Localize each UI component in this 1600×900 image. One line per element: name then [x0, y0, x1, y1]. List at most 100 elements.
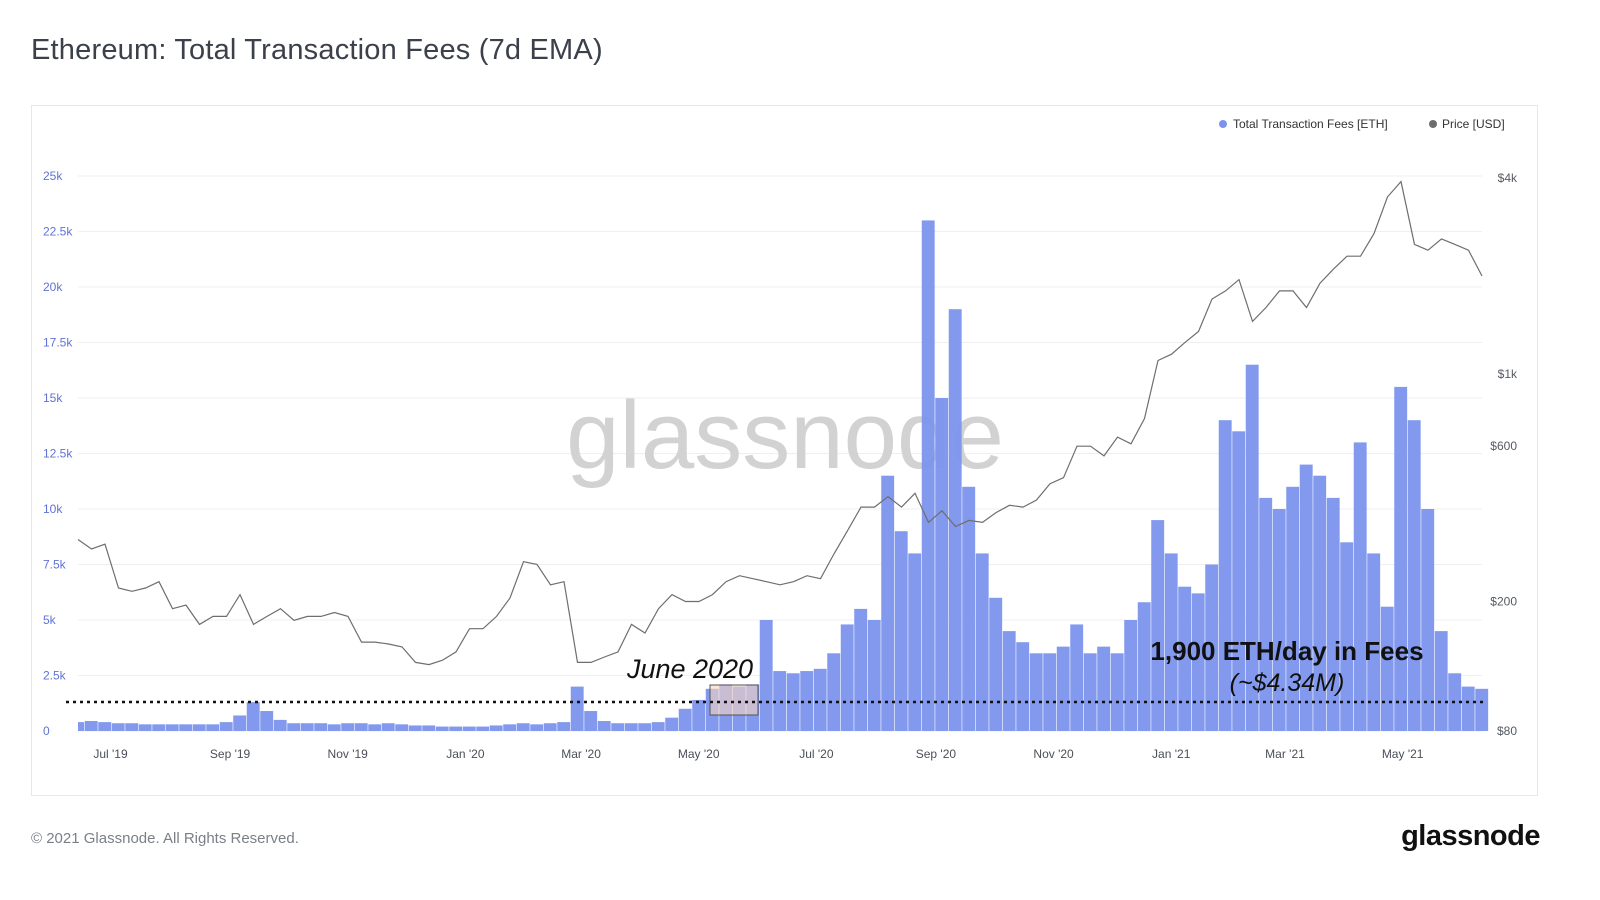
fee-bar: [908, 553, 922, 731]
fee-bar: [1070, 624, 1084, 731]
fee-bar: [611, 723, 625, 731]
fee-bar: [1232, 431, 1246, 731]
fee-bar: [1394, 386, 1408, 731]
fee-bar: [962, 486, 976, 731]
fee-bar: [773, 671, 787, 731]
fee-bar: [1178, 586, 1192, 731]
y-left-tick-label: 12.5k: [43, 447, 73, 461]
fee-bar: [206, 724, 220, 731]
fee-bar: [1218, 420, 1232, 731]
fee-bar: [1461, 686, 1475, 731]
fee-bar: [1259, 497, 1273, 731]
fee-bars: [78, 220, 1489, 731]
glassnode-logo[interactable]: glassnode: [1401, 820, 1540, 852]
fee-bar: [1326, 497, 1340, 731]
footer-copyright: © 2021 Glassnode. All Rights Reserved.: [31, 830, 299, 847]
fee-bar: [125, 723, 139, 731]
fee-bar: [233, 715, 247, 731]
june-2020-label: June 2020: [626, 654, 753, 684]
fee-bar: [935, 398, 949, 731]
fee-bar: [219, 722, 233, 731]
x-tick-label: Mar '20: [561, 747, 601, 761]
fee-bar: [1340, 542, 1354, 731]
legend-fees-label[interactable]: Total Transaction Fees [ETH]: [1233, 117, 1388, 131]
y-left-tick-label: 10k: [43, 502, 63, 516]
y-left-tick-label: 2.5k: [43, 669, 67, 683]
fee-bar: [165, 724, 179, 731]
y-right-tick-label: $600: [1490, 439, 1517, 453]
fee-bar: [327, 724, 341, 731]
fee-bar: [341, 723, 355, 731]
y-left-tick-label: 15k: [43, 391, 63, 405]
fee-bar: [516, 723, 530, 731]
fee-bar: [354, 723, 368, 731]
fee-bar: [476, 726, 490, 731]
fee-bar: [273, 719, 287, 731]
legend-price-label[interactable]: Price [USD]: [1442, 117, 1505, 131]
fee-bar: [449, 726, 463, 731]
fee-bar: [651, 722, 665, 731]
x-tick-label: May '21: [1382, 747, 1424, 761]
fee-bar: [867, 620, 881, 731]
fee-bar: [435, 726, 449, 731]
y-left-tick-label: 25k: [43, 169, 63, 183]
fee-bar: [111, 723, 125, 731]
fee-bar: [1367, 553, 1381, 731]
fee-bar: [1380, 606, 1394, 731]
fee-bar: [584, 711, 598, 731]
fee-bar: [881, 475, 895, 731]
fee-bar: [503, 724, 517, 731]
y-left-tick-label: 22.5k: [43, 225, 73, 239]
fee-bar: [462, 726, 476, 731]
chart-panel: [31, 105, 1538, 796]
fee-bar: [381, 723, 395, 731]
fee-bar: [98, 722, 112, 731]
fee-bar: [179, 724, 193, 731]
legend-fees-marker: [1219, 120, 1227, 128]
fee-bar: [1056, 646, 1070, 731]
y-right-tick-label: $4k: [1498, 171, 1518, 185]
fee-bar: [813, 668, 827, 731]
fee-bar: [827, 653, 841, 731]
fee-bar: [543, 723, 557, 731]
fee-bar: [368, 724, 382, 731]
fee-bar: [854, 608, 868, 731]
fee-bar: [1353, 442, 1367, 731]
fee-bar: [152, 724, 166, 731]
fee-bar: [395, 724, 409, 731]
fee-bar: [800, 671, 814, 731]
fee-bar: [557, 722, 571, 731]
fee-bar: [638, 723, 652, 731]
x-tick-label: Sep '19: [210, 747, 251, 761]
fee-bar: [138, 724, 152, 731]
legend: Total Transaction Fees [ETH] Price [USD]: [1219, 117, 1505, 131]
x-tick-label: Jul '19: [93, 747, 128, 761]
y-axis-left: 0 2.5k 5k 7.5k 10k 12.5k 15k 17.5k 20k 22.5k 25k: [43, 169, 73, 738]
fee-bar: [1272, 509, 1286, 731]
reference-line-label: 1,900 ETH/day in Fees: [1150, 636, 1423, 666]
fee-bar: [975, 553, 989, 731]
fee-bar: [1421, 509, 1435, 731]
fee-bar: [1151, 520, 1165, 731]
y-axis-right: $80 $200 $600 $1k $4k: [1490, 171, 1518, 738]
fee-bar: [1299, 464, 1313, 731]
june-2020-highlight: [709, 684, 759, 716]
fee-bar: [840, 624, 854, 731]
fee-bar: [1286, 486, 1300, 731]
fee-bar: [1029, 653, 1043, 731]
x-tick-label: Nov '19: [328, 747, 369, 761]
fee-bar: [192, 724, 206, 731]
fee-bar: [1475, 688, 1489, 731]
fee-bar: [1313, 475, 1327, 731]
x-tick-label: Jan '21: [1152, 747, 1191, 761]
x-tick-label: Sep '20: [916, 747, 957, 761]
fee-bar: [489, 725, 503, 731]
fee-bar: [989, 597, 1003, 731]
y-left-tick-label: 5k: [43, 613, 57, 627]
fee-bar: [287, 723, 301, 731]
fee-bar: [1191, 593, 1205, 731]
x-tick-label: Nov '20: [1033, 747, 1074, 761]
fee-bar: [530, 724, 544, 731]
fee-bar: [300, 723, 314, 731]
fee-bar: [314, 723, 328, 731]
